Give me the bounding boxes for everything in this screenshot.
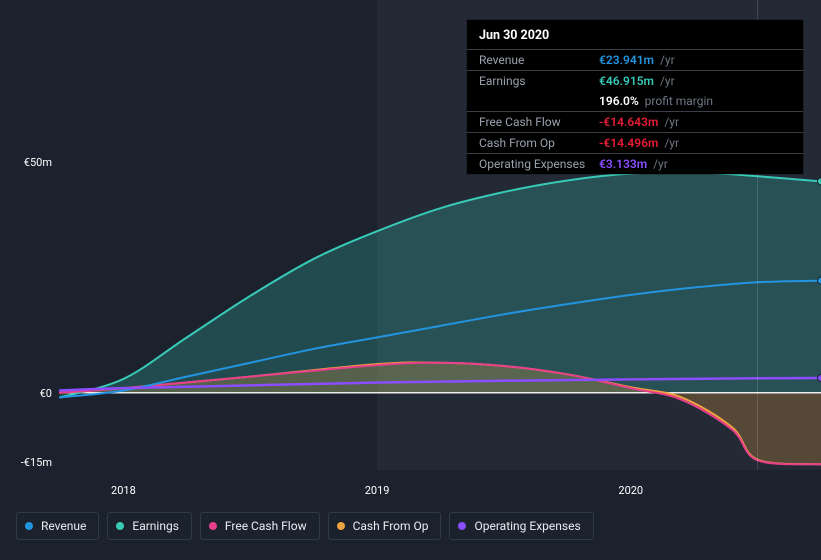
tooltip-row-value: 196.0% profit margin	[599, 94, 713, 108]
tooltip-row-value: -€14.496m /yr	[599, 136, 679, 150]
y-tick-label: €50m	[16, 156, 52, 169]
legend-label: Revenue	[41, 519, 86, 533]
tooltip-row-label: Operating Expenses	[479, 157, 599, 171]
x-axis: 2018 2019 2020	[16, 478, 805, 498]
legend-swatch-icon	[337, 522, 345, 530]
tooltip-row: 196.0% profit margin	[467, 91, 803, 111]
tooltip-row-label: Earnings	[479, 74, 599, 88]
legend-label: Free Cash Flow	[225, 519, 307, 533]
legend-item-cfo[interactable]: Cash From Op	[328, 512, 442, 540]
tooltip-row: Earnings€46.915m /yr	[467, 70, 803, 91]
tooltip-row-label: Free Cash Flow	[479, 115, 599, 129]
tooltip-row-value: -€14.643m /yr	[599, 115, 679, 129]
x-tick-label: 2018	[111, 484, 136, 497]
legend-swatch-icon	[25, 522, 33, 530]
tooltip-row: Free Cash Flow-€14.643m /yr	[467, 111, 803, 132]
tooltip-date: Jun 30 2020	[467, 20, 803, 49]
legend-label: Operating Expenses	[474, 519, 580, 533]
chart-legend: Revenue Earnings Free Cash Flow Cash From O…	[16, 512, 594, 540]
legend-label: Cash From Op	[353, 519, 429, 533]
tooltip-row-label	[479, 94, 599, 108]
tooltip-body: Revenue€23.941m /yrEarnings€46.915m /yr1…	[467, 49, 803, 174]
legend-item-fcf[interactable]: Free Cash Flow	[200, 512, 320, 540]
tooltip-row: Revenue€23.941m /yr	[467, 49, 803, 70]
legend-swatch-icon	[116, 522, 124, 530]
tooltip-row-label: Cash From Op	[479, 136, 599, 150]
legend-swatch-icon	[458, 522, 466, 530]
end-marker-opex	[818, 375, 821, 382]
legend-item-opex[interactable]: Operating Expenses	[449, 512, 593, 540]
legend-item-revenue[interactable]: Revenue	[16, 512, 99, 540]
x-tick-label: 2019	[365, 484, 390, 497]
x-tick-label: 2020	[618, 484, 643, 497]
tooltip-row: Cash From Op-€14.496m /yr	[467, 132, 803, 153]
tooltip-row: Operating Expenses€3.133m /yr	[467, 153, 803, 174]
legend-label: Earnings	[132, 519, 179, 533]
legend-item-earnings[interactable]: Earnings	[107, 512, 192, 540]
tooltip-row-value: €23.941m /yr	[599, 53, 675, 67]
tooltip-row-value: €46.915m /yr	[599, 74, 675, 88]
chart-tooltip: Jun 30 2020 Revenue€23.941m /yrEarnings€…	[467, 20, 803, 174]
end-marker-earnings	[818, 178, 821, 185]
tooltip-row-label: Revenue	[479, 53, 599, 67]
y-tick-label: €0	[16, 387, 52, 400]
tooltip-row-value: €3.133m /yr	[599, 157, 668, 171]
y-tick-label: -€15m	[16, 456, 52, 469]
end-marker-revenue	[818, 277, 821, 284]
legend-swatch-icon	[209, 522, 217, 530]
